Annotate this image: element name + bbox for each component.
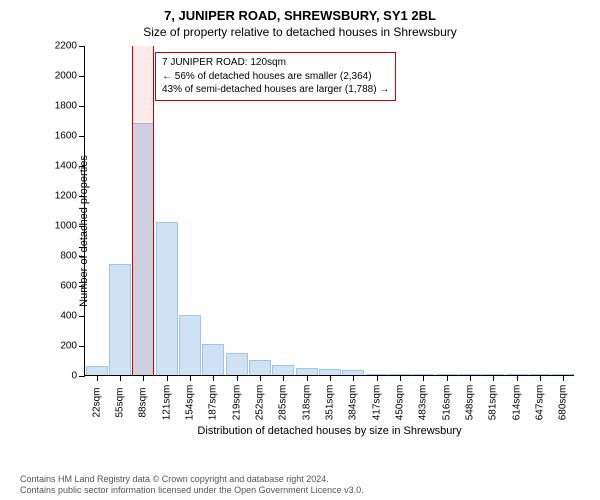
attribution-line: Contains HM Land Registry data © Crown c… <box>20 474 364 485</box>
y-tick-label: 600 <box>60 281 85 292</box>
y-tick-label: 800 <box>60 251 85 262</box>
y-tick-label: 200 <box>60 341 85 352</box>
x-tick <box>237 375 238 381</box>
x-tick-label: 614sqm <box>511 385 522 421</box>
x-tick-label: 680sqm <box>558 385 569 421</box>
histogram-bar <box>436 374 458 375</box>
y-tick-label: 400 <box>60 311 85 322</box>
x-tick <box>307 375 308 381</box>
x-tick-label: 581sqm <box>488 385 499 421</box>
y-tick-label: 0 <box>71 371 85 382</box>
x-tick <box>400 375 401 381</box>
histogram-bar <box>459 374 481 375</box>
x-tick-label: 450sqm <box>395 385 406 421</box>
x-tick-label: 318sqm <box>301 385 312 421</box>
histogram-bar <box>412 374 434 375</box>
x-tick <box>470 375 471 381</box>
histogram-bar <box>482 374 504 375</box>
x-axis-label: Distribution of detached houses by size … <box>197 425 461 437</box>
x-tick-label: 351sqm <box>325 385 336 421</box>
histogram-bar <box>319 369 341 375</box>
histogram-bar <box>202 344 224 376</box>
x-tick <box>283 375 284 381</box>
histogram-bar <box>342 370 364 375</box>
x-tick <box>143 375 144 381</box>
attribution-text: Contains HM Land Registry data © Crown c… <box>20 474 364 497</box>
y-tick-label: 1800 <box>55 101 85 112</box>
page-title: 7, JUNIPER ROAD, SHREWSBURY, SY1 2BL <box>0 0 600 23</box>
histogram-bar <box>156 222 178 375</box>
histogram-bar <box>249 360 271 375</box>
y-tick-label: 2200 <box>55 41 85 52</box>
y-tick-label: 1600 <box>55 131 85 142</box>
annotation-line: 7 JUNIPER ROAD: 120sqm <box>162 56 389 70</box>
x-tick <box>517 375 518 381</box>
y-tick-label: 2000 <box>55 71 85 82</box>
histogram-bar <box>109 264 131 375</box>
histogram-bar <box>86 366 108 375</box>
histogram-bar <box>179 315 201 375</box>
x-tick <box>563 375 564 381</box>
histogram-bar <box>272 365 294 376</box>
x-tick-label: 88sqm <box>138 387 149 417</box>
chart-container: Number of detached properties Distributi… <box>52 46 580 416</box>
x-tick <box>213 375 214 381</box>
histogram-bar <box>389 374 411 375</box>
x-tick <box>353 375 354 381</box>
y-tick-label: 1400 <box>55 161 85 172</box>
x-tick-label: 219sqm <box>231 385 242 421</box>
x-tick <box>97 375 98 381</box>
highlight-band <box>132 46 154 375</box>
histogram-bar <box>529 374 551 375</box>
histogram-bar <box>226 353 248 376</box>
x-tick-label: 285sqm <box>278 385 289 421</box>
x-tick-label: 187sqm <box>208 385 219 421</box>
x-tick <box>120 375 121 381</box>
x-tick <box>493 375 494 381</box>
x-tick <box>423 375 424 381</box>
x-tick-label: 417sqm <box>371 385 382 421</box>
y-tick-label: 1000 <box>55 221 85 232</box>
x-tick <box>330 375 331 381</box>
x-tick <box>447 375 448 381</box>
x-tick-label: 548sqm <box>465 385 476 421</box>
x-tick-label: 121sqm <box>161 385 172 421</box>
x-tick <box>260 375 261 381</box>
annotation-box: 7 JUNIPER ROAD: 120sqm← 56% of detached … <box>155 52 396 101</box>
x-tick-label: 384sqm <box>348 385 359 421</box>
x-tick-label: 22sqm <box>91 387 102 417</box>
histogram-bar <box>366 374 388 375</box>
x-tick-label: 647sqm <box>535 385 546 421</box>
attribution-line: Contains public sector information licen… <box>20 485 364 496</box>
histogram-bar <box>552 374 574 375</box>
x-tick-label: 483sqm <box>418 385 429 421</box>
annotation-line: ← 56% of detached houses are smaller (2,… <box>162 70 389 84</box>
histogram-bar <box>296 368 318 376</box>
x-tick-label: 154sqm <box>185 385 196 421</box>
x-tick-label: 55sqm <box>115 387 126 417</box>
x-tick <box>190 375 191 381</box>
annotation-line: 43% of semi-detached houses are larger (… <box>162 83 389 97</box>
y-tick-label: 1200 <box>55 191 85 202</box>
x-tick-label: 252sqm <box>255 385 266 421</box>
page-subtitle: Size of property relative to detached ho… <box>0 23 600 39</box>
plot-area: Distribution of detached houses by size … <box>84 46 574 376</box>
x-tick <box>167 375 168 381</box>
x-tick <box>377 375 378 381</box>
histogram-bar <box>506 374 528 375</box>
x-tick <box>540 375 541 381</box>
x-tick-label: 516sqm <box>441 385 452 421</box>
